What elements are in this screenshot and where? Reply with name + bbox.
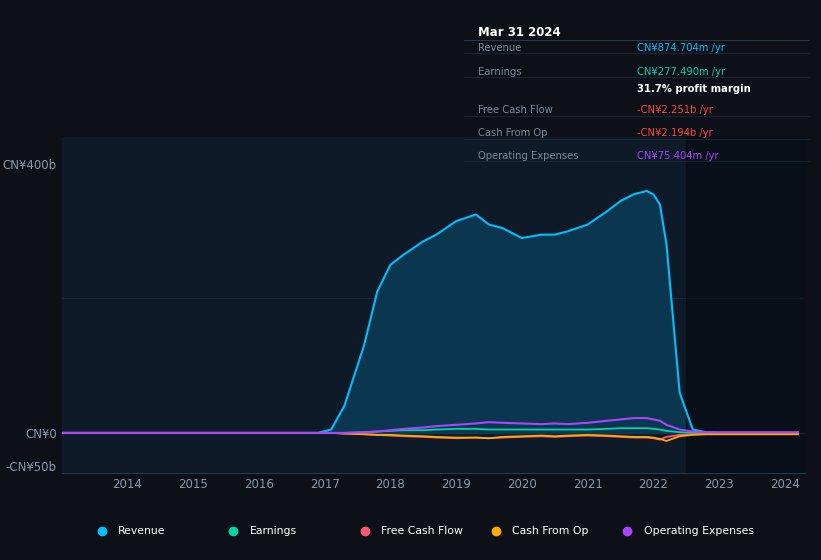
Text: CN¥277.490m /yr: CN¥277.490m /yr (637, 67, 725, 77)
Text: Revenue: Revenue (118, 526, 166, 535)
Text: -CN¥2.251b /yr: -CN¥2.251b /yr (637, 105, 713, 115)
Text: Cash From Op: Cash From Op (512, 526, 589, 535)
Text: Mar 31 2024: Mar 31 2024 (478, 26, 561, 39)
Text: CN¥75.404m /yr: CN¥75.404m /yr (637, 151, 718, 161)
Text: Revenue: Revenue (478, 43, 521, 53)
Text: Operating Expenses: Operating Expenses (644, 526, 754, 535)
Bar (686, 137, 805, 473)
Text: Cash From Op: Cash From Op (478, 128, 547, 138)
Text: Earnings: Earnings (478, 67, 521, 77)
Text: Earnings: Earnings (250, 526, 296, 535)
Text: 31.7% profit margin: 31.7% profit margin (637, 84, 751, 94)
Text: CN¥874.704m /yr: CN¥874.704m /yr (637, 43, 725, 53)
Text: Free Cash Flow: Free Cash Flow (381, 526, 463, 535)
Text: Free Cash Flow: Free Cash Flow (478, 105, 553, 115)
Text: Operating Expenses: Operating Expenses (478, 151, 578, 161)
Text: -CN¥2.194b /yr: -CN¥2.194b /yr (637, 128, 713, 138)
